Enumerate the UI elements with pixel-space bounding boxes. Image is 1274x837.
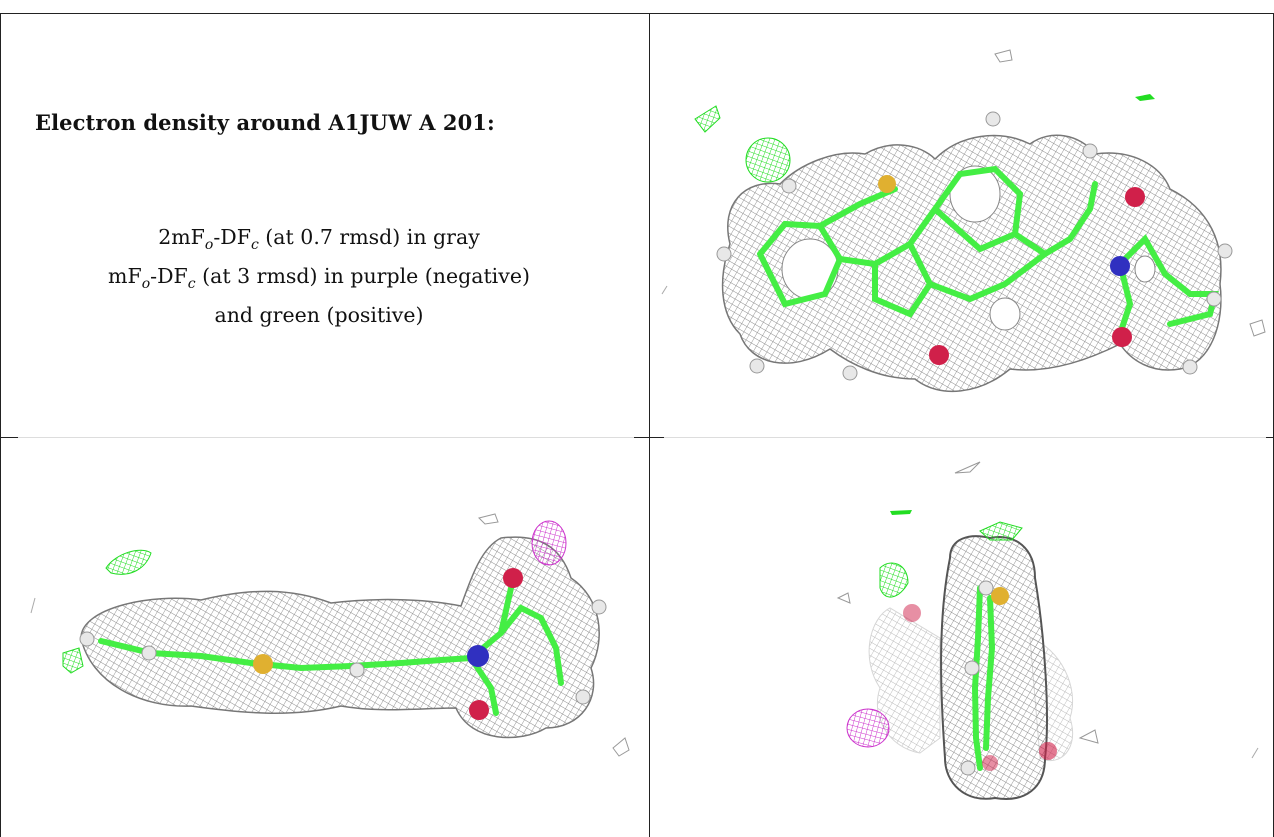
legend-line-colors: and green (positive)	[214, 303, 424, 328]
table-mid-rule-right	[1266, 437, 1274, 438]
table-left-rule	[0, 13, 1, 837]
figure-title: Electron density around A1JUW A 201:	[35, 110, 495, 135]
ligand-density-side-view	[30, 513, 630, 757]
legend-line-2fo: 2mFo-DFc (at 0.7 rmsd) in gray	[158, 225, 480, 254]
table-mid-rule-center	[634, 437, 664, 438]
table-top-rule	[0, 13, 1274, 14]
map-legend: 2mFo-DFc (at 0.7 rmsd) in gray mFo-DFc (…	[59, 222, 579, 331]
table-mid-rule-faint-left	[18, 437, 634, 438]
table-mid-rule-left	[0, 437, 18, 438]
ligand-density-end-view	[836, 461, 1259, 800]
caption-cell: Electron density around A1JUW A 201: 2mF…	[1, 14, 649, 437]
table-center-rule	[649, 13, 650, 837]
table-mid-rule-faint-right	[664, 437, 1266, 438]
ligand-density-top-view	[661, 49, 1266, 392]
legend-line-fo: mFo-DFc (at 3 rmsd) in purple (negative)	[108, 264, 530, 293]
